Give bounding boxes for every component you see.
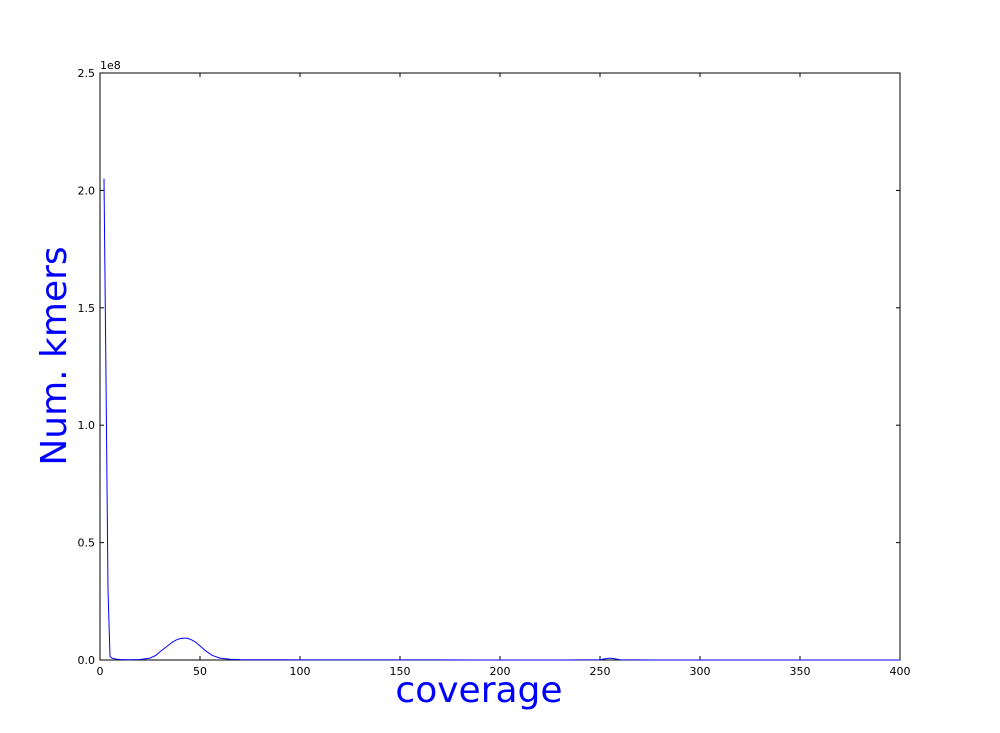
y-tick-label: 2.0 — [78, 184, 96, 197]
x-tick-label: 150 — [390, 665, 411, 678]
x-tick-label: 400 — [890, 665, 911, 678]
x-tick-label: 200 — [490, 665, 511, 678]
y-axis-label: Num. kmers — [34, 246, 75, 465]
x-tick-label: 300 — [690, 665, 711, 678]
y-tick-label: 1.0 — [78, 419, 96, 432]
y-tick-label: 0.5 — [78, 537, 96, 550]
series-layer — [103, 178, 900, 661]
y-tick-label: 1.5 — [78, 302, 96, 315]
y-tick-label: 2.5 — [78, 67, 96, 80]
y-axis-offset-label: 1e8 — [100, 59, 121, 72]
x-axis-ticks: 0 50 100 150 200 250 300 350 400 — [97, 73, 911, 678]
x-tick-label: 350 — [790, 665, 811, 678]
x-tick-label: 0 — [97, 665, 104, 678]
y-tick-label: 0.0 — [78, 654, 96, 667]
y-axis-ticks: 0.0 0.5 1.0 1.5 2.0 2.5 — [78, 67, 900, 667]
x-tick-label: 100 — [290, 665, 311, 678]
coverage-series-line — [103, 178, 900, 661]
x-tick-label: 50 — [193, 665, 207, 678]
plot-area-frame — [99, 72, 901, 661]
x-axis-label: coverage — [395, 670, 562, 711]
x-tick-label: 250 — [590, 665, 611, 678]
